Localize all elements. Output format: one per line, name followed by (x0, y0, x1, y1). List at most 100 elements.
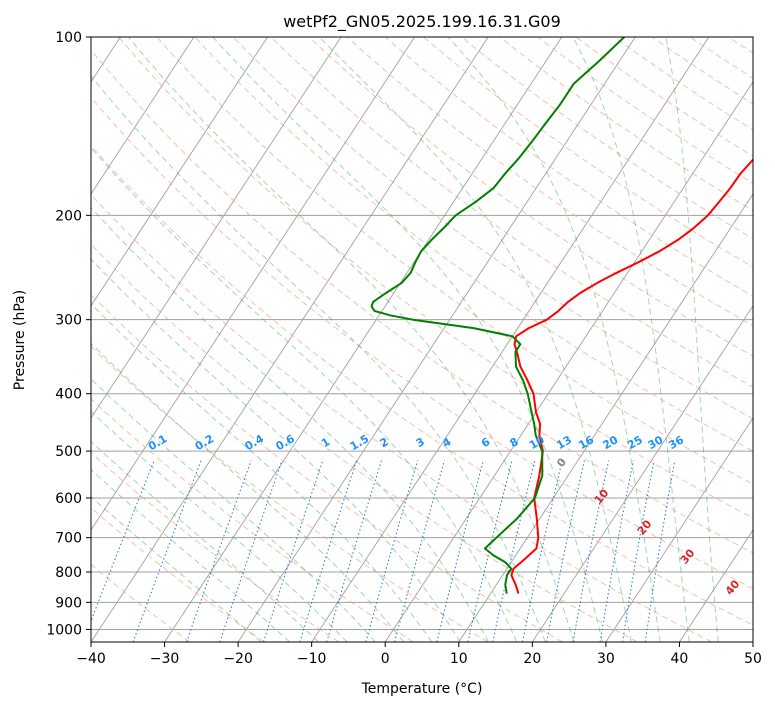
mixing-ratio-line-13 (546, 460, 585, 642)
dry-adiabat-11 (118, 37, 753, 519)
dry-adiabat-6 (91, 243, 638, 642)
x-tick-label-4: 0 (381, 651, 390, 667)
x-tick-label-2: −20 (223, 651, 253, 667)
mixing-ratio-line-15 (599, 460, 634, 642)
moist-adiabat-5 (91, 342, 405, 642)
isotherm-17 (752, 641, 753, 642)
profile-line-0 (510, 158, 753, 594)
mixing-ratio-label-6: 2 (378, 435, 391, 450)
isotherm-7 (91, 37, 415, 531)
dry-adiabat-23 (575, 37, 753, 157)
mixing-ratio-label-10: 8 (508, 435, 521, 450)
mixing-ratio-line-7 (365, 460, 419, 642)
y-axis-label: Pressure (hPa) (12, 290, 28, 390)
moist-adiabat-label-4: 40 (723, 577, 743, 597)
dry-adiabat-7 (91, 193, 713, 642)
isotherm-16 (679, 529, 753, 642)
moist-adiabat-7 (91, 258, 461, 642)
mixing-ratio-line-16 (622, 460, 655, 642)
dry-adiabat-28 (766, 37, 775, 642)
mixing-ratio-label-17: 36 (666, 433, 686, 452)
dry-adiabat-9 (91, 96, 753, 590)
moist-adiabat-4 (91, 378, 376, 642)
adiabat-label-layer: -100-90-80-70-60-50-40-30-20-10010203040… (146, 432, 743, 598)
dry-adiabat-15 (270, 37, 753, 388)
x-tick-label-6: 20 (523, 651, 541, 667)
y-tick-label-4: 500 (55, 444, 82, 460)
isotherm-8 (91, 37, 489, 642)
mixing-ratio-label-4: 1 (319, 435, 332, 450)
mixing-ratio-label-2: 0.4 (243, 432, 267, 453)
dry-adiabat-13 (194, 37, 753, 452)
moist-adiabat-13 (318, 37, 632, 642)
moist-adiabat-label-1: 10 (592, 486, 612, 506)
y-tick-label-9: 1000 (46, 622, 82, 638)
y-tick-label-5: 600 (55, 491, 82, 507)
y-tick-label-8: 900 (55, 595, 82, 611)
mixing-ratio-label-1: 0.2 (193, 432, 216, 453)
y-tick-label-1: 200 (55, 208, 82, 224)
mixing-ratio-line-4 (263, 460, 324, 642)
moist-adiabat-16 (665, 37, 719, 642)
mixing-ratio-line-10 (467, 460, 513, 642)
moist-adiabat-0 (91, 496, 262, 642)
x-tick-label-9: 50 (744, 651, 762, 667)
dry-adiabat-26 (689, 37, 753, 79)
x-tick-label-7: 30 (597, 651, 615, 667)
isotherm-4 (91, 37, 195, 195)
y-tick-label-6: 700 (55, 531, 82, 547)
dry-adiabat-19 (423, 37, 753, 268)
x-tick-label-0: −40 (76, 651, 106, 667)
isotherm-12 (384, 80, 753, 642)
mixing-ratio-line-3 (219, 460, 283, 642)
mixing-ratio-line-1 (132, 460, 202, 642)
dry-adiabat-2 (91, 451, 340, 642)
mixing-ratio-label-16: 30 (646, 433, 666, 452)
dry-adiabat-3 (91, 398, 414, 642)
x-tick-label-5: 10 (450, 651, 468, 667)
mixing-ratio-line-2 (186, 460, 252, 642)
dry-adiabat-21 (499, 37, 753, 212)
dry-adiabat-8 (91, 144, 753, 626)
dry-adiabat-17 (346, 37, 753, 327)
isotherm-13 (458, 193, 753, 642)
mixing-ratio-label-15: 25 (625, 433, 645, 452)
mixing-ratio-line-12 (522, 460, 563, 642)
moist-adiabat-10 (91, 75, 546, 642)
isotherm-9 (164, 37, 563, 642)
moist-adiabat-15 (572, 37, 690, 642)
moist-adiabat-11 (127, 37, 575, 642)
y-tick-label-2: 300 (55, 313, 82, 329)
moist-adiabat-3 (91, 410, 348, 642)
dry-adiabat-14 (232, 37, 753, 420)
mark-layer (370, 37, 753, 594)
moist-adiabat-label-0: 0 (554, 455, 569, 469)
mixing-ratio-label-14: 20 (601, 433, 621, 452)
dry-adiabat-27 (728, 37, 753, 54)
isotherm-10 (237, 37, 636, 642)
mixing-ratio-line-5 (299, 460, 358, 642)
y-tick-label-3: 400 (55, 387, 82, 403)
mixing-ratio-label-11: 10 (527, 433, 547, 452)
axis-layer: −40 −30 −20 −10 0 10 20 30 40 5010020030040050060… (46, 30, 762, 667)
x-tick-label-1: −30 (150, 651, 180, 667)
mixing-ratio-label-8: 4 (440, 435, 453, 450)
mixing-ratio-label-13: 16 (576, 433, 596, 452)
isotherm-5 (91, 37, 268, 307)
mixing-ratio-label-7: 3 (414, 435, 427, 450)
x-tick-label-3: −10 (297, 651, 327, 667)
chart-title: wetPf2_GN05.2025.199.16.31.G09 (283, 12, 561, 32)
x-tick-label-8: 40 (671, 651, 689, 667)
moist-adiabat-1 (91, 469, 291, 642)
dry-adiabat-0 (91, 563, 190, 642)
dry-adiabat-18 (385, 37, 753, 297)
mixing-ratio-label-12: 13 (554, 433, 574, 452)
mixing-ratio-line-17 (644, 460, 676, 642)
dry-adiabat-5 (91, 294, 563, 642)
dry-adiabat-24 (613, 37, 753, 131)
moist-adiabat-12 (212, 37, 603, 642)
moist-adiabat-9 (91, 146, 518, 642)
mixing-ratio-label-5: 1.5 (348, 432, 371, 453)
dry-adiabat-25 (651, 37, 753, 105)
